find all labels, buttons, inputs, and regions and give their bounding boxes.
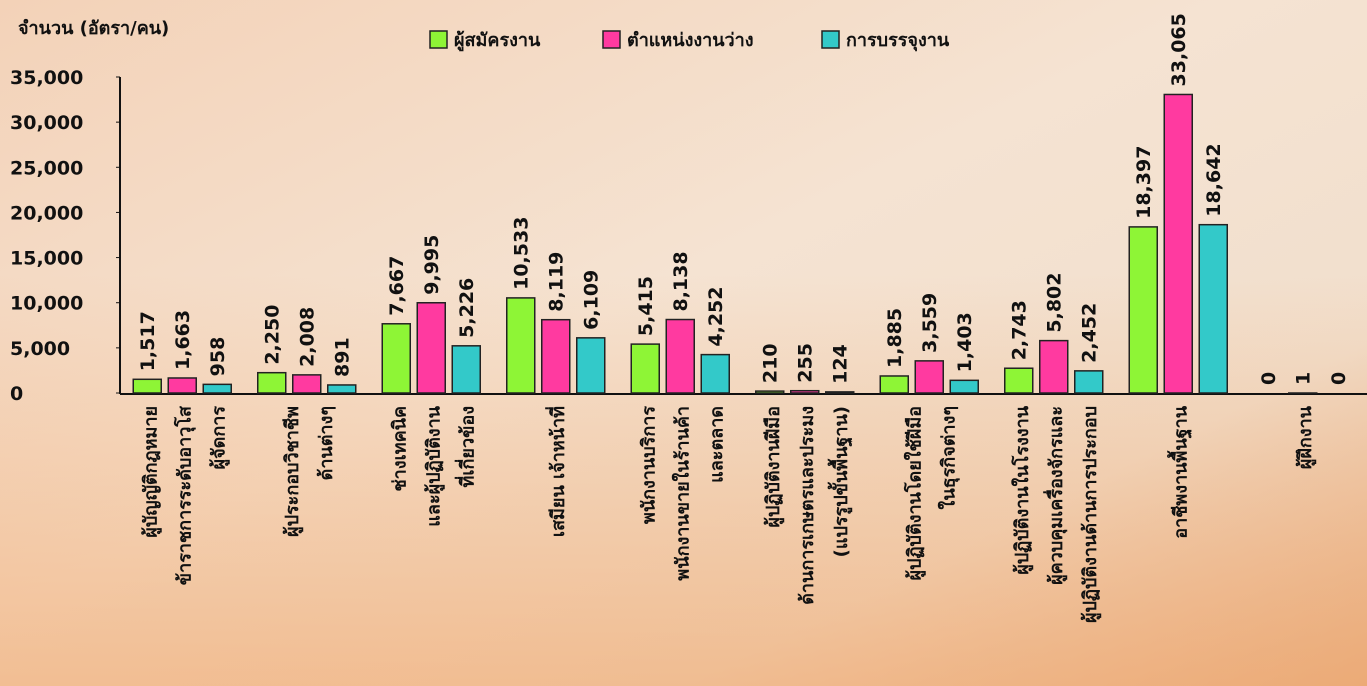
bar <box>1198 223 1228 394</box>
value-label: 1,885 <box>884 308 906 368</box>
bar <box>202 383 232 394</box>
value-label: 3,559 <box>919 293 941 353</box>
value-label: 1 <box>1293 372 1315 385</box>
bar <box>630 343 660 394</box>
value-label: 2,008 <box>297 307 319 367</box>
value-label: 2,452 <box>1079 303 1101 363</box>
x-tick-label: ผู้ปฏิบัติงานโดยใช้ฝีมือ <box>903 406 926 581</box>
x-tick-label: พนักงานบริการ <box>638 406 659 524</box>
bar <box>1128 226 1158 394</box>
legend-swatch <box>602 30 621 49</box>
value-label: 10,533 <box>511 217 533 290</box>
bar <box>914 360 944 394</box>
legend-label: ตำแหน่งงานว่าง <box>627 30 754 51</box>
value-label: 1,517 <box>137 311 159 371</box>
x-tick-label: ผู้ประกอบวิชาชีพ <box>282 406 304 537</box>
x-tick-label: ผู้ปฏิบัติงานในโรงงาน <box>1011 405 1034 574</box>
x-tick-label: ในธุรกิจต่างๆ <box>937 406 960 509</box>
y-tick-label: 25,000 <box>10 157 83 179</box>
bar <box>1039 339 1069 394</box>
x-tick-label: ผู้จัดการ <box>208 406 230 470</box>
y-tick-label: 15,000 <box>10 248 83 270</box>
y-tick-label: 35,000 <box>10 67 83 89</box>
y-tick-label: 0 <box>10 383 23 405</box>
value-label: 5,226 <box>456 278 478 338</box>
x-tick-label: (แปรรูปขั้นพื้นฐาน) <box>827 406 853 557</box>
bar <box>700 353 730 394</box>
value-label: 891 <box>332 337 354 377</box>
legend-label: การบรรจุงาน <box>846 30 950 52</box>
bar <box>755 390 785 394</box>
bar <box>576 337 606 394</box>
bar <box>381 323 411 394</box>
y-tick-label: 30,000 <box>10 112 83 134</box>
value-label: 18,642 <box>1203 143 1225 216</box>
x-tick-label: ผู้ฝึกงาน <box>1295 405 1317 469</box>
bar <box>132 378 162 394</box>
bar <box>790 389 820 394</box>
bar <box>506 297 536 394</box>
value-label: 8,138 <box>670 251 692 311</box>
value-label: 2,250 <box>262 305 284 365</box>
value-label: 1,663 <box>172 310 194 370</box>
value-label: 9,995 <box>421 235 443 295</box>
x-tick-label: ด้านต่างๆ <box>316 406 337 480</box>
bar <box>949 379 979 394</box>
bar <box>825 391 855 394</box>
legend-label: ผู้สมัครงาน <box>454 30 541 52</box>
x-tick-label: และผู้ปฏิบัติงาน <box>423 405 445 526</box>
value-label: 8,119 <box>546 252 568 312</box>
x-tick-label: ผู้ควบคุมเครื่องจักรและ <box>1043 406 1068 585</box>
y-tick-label: 5,000 <box>10 338 70 360</box>
y-tick-label: 20,000 <box>10 202 83 224</box>
value-label: 0 <box>1328 372 1350 385</box>
legend-swatch <box>429 30 448 49</box>
x-tick-label: ช่างเทคนิค <box>389 406 410 492</box>
x-tick-label: ที่เกี่ยวข้อง <box>454 406 478 487</box>
bar <box>416 302 446 394</box>
x-tick-label: ผู้ปฏิบัติงานฝีมือ <box>763 406 785 528</box>
value-label: 18,397 <box>1133 146 1155 219</box>
value-label: 210 <box>760 343 782 383</box>
y-axis-label: จำนวน (อัตรา/คน) <box>18 18 169 39</box>
y-tick-label: 10,000 <box>10 293 83 315</box>
value-label: 958 <box>207 337 229 377</box>
x-tick-label: เสมียน เจ้าหน้าที่ <box>545 406 569 537</box>
x-tick-label: พนักงานขายในร้านค้า <box>671 406 693 581</box>
value-label: 5,415 <box>635 276 657 336</box>
x-tick-label: ผู้ปฏิบัติงานด้านการประกอบ <box>1080 406 1102 623</box>
value-label: 6,109 <box>581 270 603 330</box>
value-label: 0 <box>1258 372 1280 385</box>
legend-swatch <box>821 30 840 49</box>
bar <box>257 371 287 394</box>
x-tick-label: และตลาด <box>706 406 727 483</box>
value-label: 124 <box>830 344 852 384</box>
value-label: 33,065 <box>1168 13 1190 86</box>
bar <box>1163 93 1193 394</box>
value-label: 4,252 <box>705 287 727 347</box>
x-tick-label: อาชีพงานพื้นฐาน <box>1166 405 1192 538</box>
bar <box>1004 367 1034 394</box>
bar <box>451 345 481 394</box>
x-tick-label: ด้านการเกษตรและประมง <box>797 406 818 605</box>
bar <box>879 375 909 394</box>
bar <box>327 384 357 394</box>
value-label: 2,743 <box>1009 300 1031 360</box>
bar <box>1074 370 1104 394</box>
bar <box>665 318 695 394</box>
bar <box>292 374 322 394</box>
bar <box>541 318 571 394</box>
x-tick-label: ผู้บัญญัติกฎหมาย <box>140 406 162 538</box>
value-label: 7,667 <box>386 256 408 316</box>
bar <box>167 377 197 394</box>
value-label: 5,802 <box>1044 273 1066 333</box>
value-label: 1,403 <box>954 312 976 372</box>
x-tick-label: ข้าราชการระดับอาวุโส <box>173 405 196 585</box>
value-label: 255 <box>795 343 817 383</box>
